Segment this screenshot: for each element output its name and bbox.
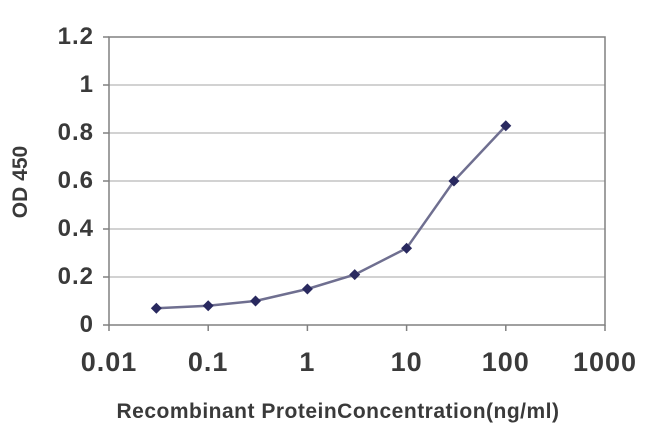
x-tick-label: 0.1 [187, 347, 229, 377]
y-tick-label: 0.4 [57, 215, 94, 242]
data-point-marker [250, 295, 262, 307]
x-tick-label: 0.01 [80, 347, 138, 377]
data-point-marker [500, 120, 512, 132]
x-axis-title: Recombinant ProteinConcentration(ng/ml) [116, 400, 560, 423]
data-point-marker [401, 242, 413, 254]
y-tick-label: 1 [79, 71, 94, 98]
series-line [156, 124, 507, 310]
y-tick-label: 0 [79, 311, 94, 338]
data-point-marker [349, 269, 361, 281]
data-point-marker [202, 300, 214, 312]
data-point-marker [301, 283, 313, 295]
y-tick-label: 1.2 [57, 23, 94, 50]
y-tick-label: 0.8 [57, 119, 94, 146]
x-tick-label: 100 [481, 347, 530, 377]
x-tick-label: 1 [299, 347, 316, 377]
x-tick-label: 10 [390, 347, 423, 377]
y-tick-label: 0.6 [57, 167, 94, 194]
y-tick-label: 0.2 [57, 263, 94, 290]
x-tick-label: 1000 [572, 347, 638, 377]
data-point-marker [150, 302, 162, 314]
data-point-marker [448, 175, 460, 187]
